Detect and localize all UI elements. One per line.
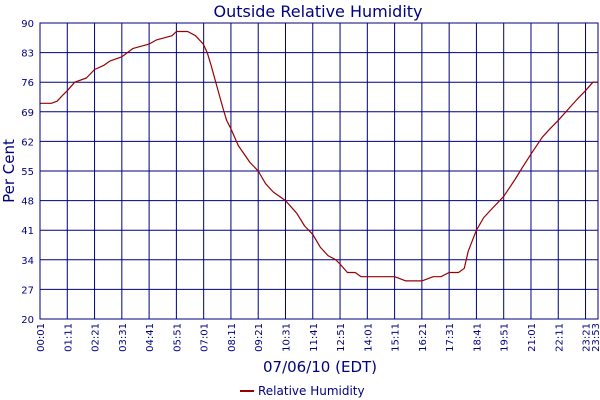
x-tick-label: 01:11	[63, 323, 74, 352]
y-tick-label: 55	[21, 167, 34, 178]
x-tick-label: 23:21	[582, 323, 593, 352]
x-tick-label: 04:41	[145, 323, 156, 352]
x-tick-label: 03:31	[118, 323, 129, 352]
y-tick-label: 69	[21, 108, 34, 119]
x-tick-label: 15:11	[391, 323, 402, 352]
legend: Relative Humidity	[240, 384, 365, 398]
y-axis-label: Per Cent	[0, 139, 18, 203]
x-tick-label: 19:51	[500, 323, 511, 352]
x-tick-label: 16:21	[418, 323, 429, 352]
x-tick-label: 17:31	[445, 323, 456, 352]
y-tick-labels: 90 83 76 69 62 55 48 41 34 27 20	[21, 19, 34, 326]
series-line-0	[40, 30, 598, 282]
y-tick-label: 83	[21, 49, 34, 60]
y-tick-label: 90	[21, 19, 34, 30]
y-tick-label: 27	[21, 285, 34, 296]
x-tick-label: 22:11	[554, 323, 565, 352]
plot-frame	[39, 22, 599, 320]
x-tick-label: 07:01	[200, 323, 211, 352]
y-tick-label: 62	[21, 137, 34, 148]
x-tick-label: 21:01	[527, 323, 538, 352]
x-tick-label: 09:21	[254, 323, 265, 352]
x-tick-label: 12:51	[336, 323, 347, 352]
x-tick-label: 05:51	[172, 323, 183, 352]
x-tick-labels: 00:01 01:11 02:21 03:31 04:41 05:51 07:01 08:11…	[36, 323, 600, 352]
y-tick-label: 20	[21, 315, 34, 326]
x-tick-label: 18:41	[472, 323, 483, 352]
y-tick-label: 34	[21, 256, 34, 267]
x-tick-label: 02:21	[91, 323, 102, 352]
x-tick-label: 11:41	[309, 323, 320, 352]
chart-title: Outside Relative Humidity	[213, 2, 422, 21]
legend-label: Relative Humidity	[258, 384, 365, 398]
x-tick-label: 23:53	[591, 323, 600, 352]
x-tick-label: 10:31	[281, 323, 292, 352]
x-tick-label: 14:01	[363, 323, 374, 352]
x-axis-label: 07/06/10 (EDT)	[263, 358, 377, 376]
series-group	[40, 30, 598, 282]
y-tick-label: 48	[21, 197, 34, 208]
y-tick-label: 41	[21, 226, 34, 237]
x-tick-label: 00:01	[36, 323, 47, 352]
y-tick-label: 76	[21, 78, 34, 89]
x-tick-label: 08:11	[227, 323, 238, 352]
